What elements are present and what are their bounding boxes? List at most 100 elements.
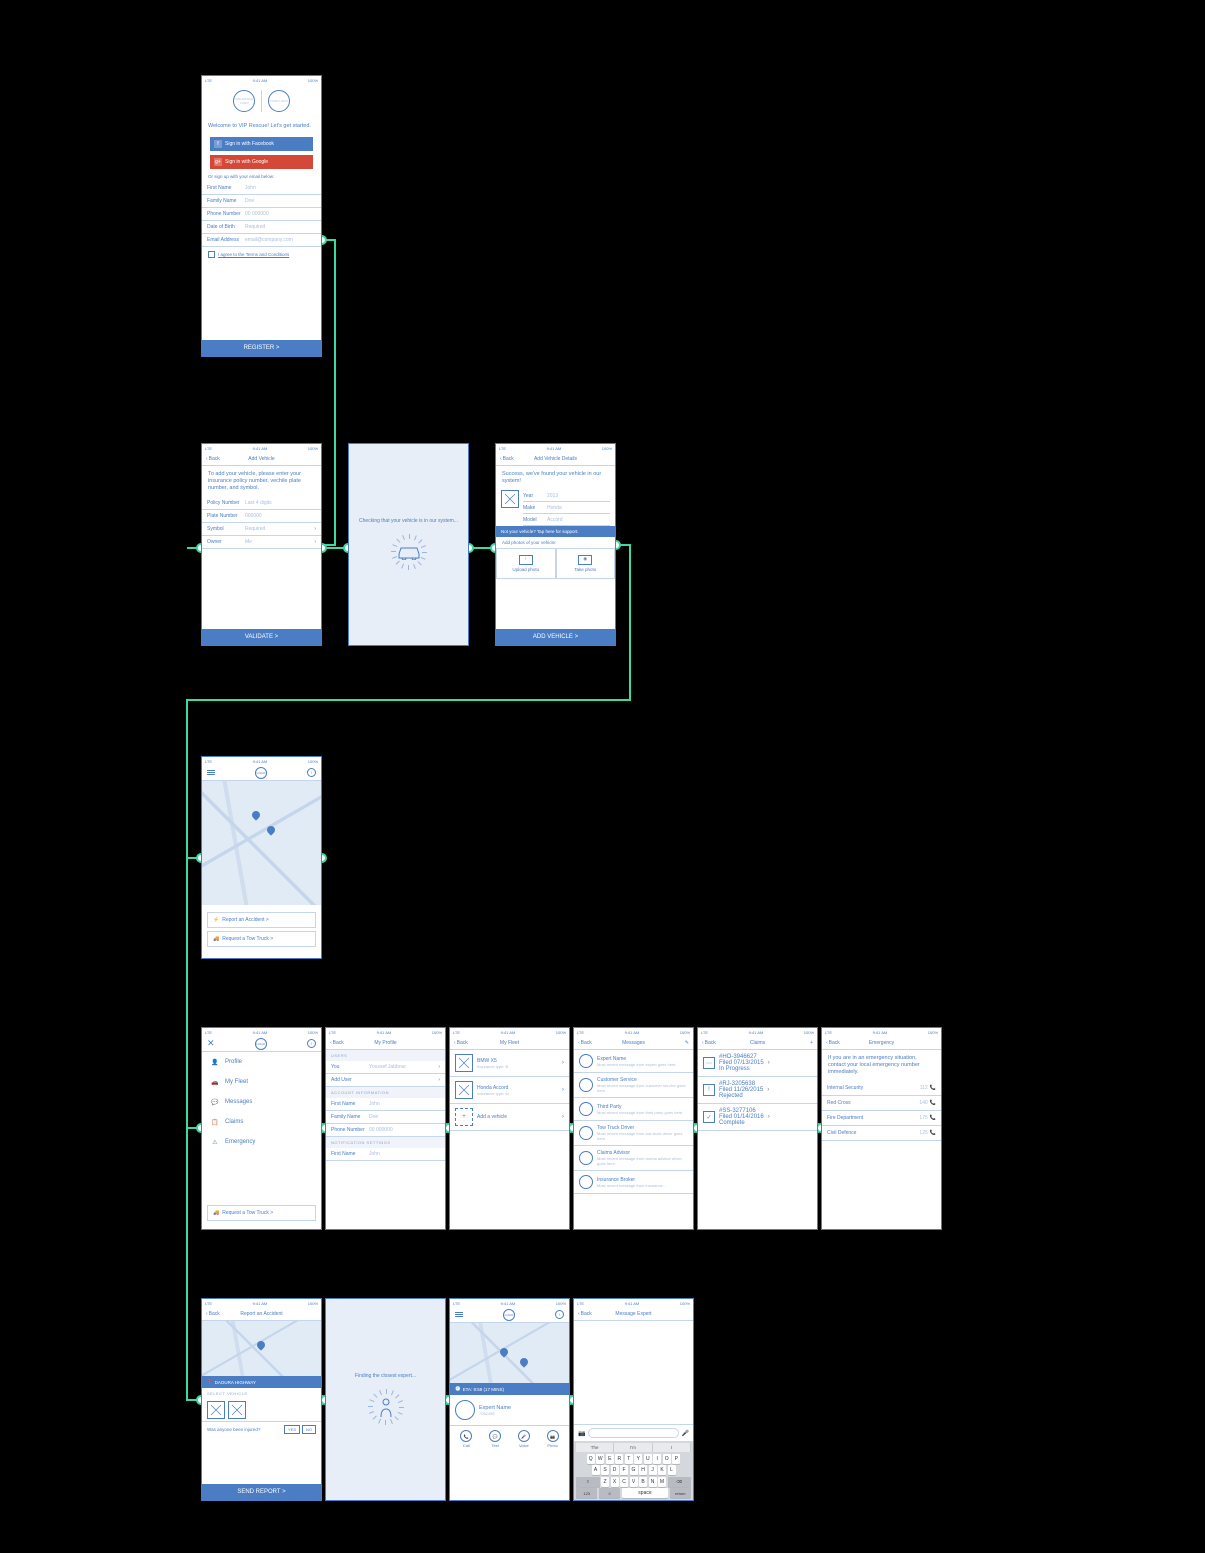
notif-badge[interactable]: !	[555, 1310, 564, 1319]
request-tow-button[interactable]: 🚚Request a Tow Truck >	[207, 1205, 316, 1221]
key-I[interactable]: I	[653, 1454, 661, 1464]
key-123[interactable]: 123	[576, 1488, 597, 1498]
back-button[interactable]: ‹ Back	[500, 456, 514, 462]
not-yours-banner[interactable]: Not your vehicle? Tap here for support.	[496, 526, 615, 537]
key-shift[interactable]: ⇧	[576, 1477, 600, 1487]
yes-button[interactable]: YES	[284, 1425, 300, 1434]
vehicle-option[interactable]	[228, 1401, 246, 1419]
menu-claims[interactable]: 📋Claims	[202, 1112, 321, 1132]
field-phone-number[interactable]: Phone Number00 000000	[202, 208, 321, 221]
thread-row[interactable]: Tow Truck DriverMost recent message from…	[574, 1121, 693, 1146]
upload-photo-button[interactable]: ↑Upload photo	[496, 548, 556, 579]
key-M[interactable]: M	[658, 1477, 666, 1487]
key-W[interactable]: W	[596, 1454, 604, 1464]
back-button[interactable]: ‹ Back	[330, 1040, 344, 1046]
suggestion[interactable]: I	[653, 1443, 691, 1452]
key-return[interactable]: return	[670, 1488, 691, 1498]
key-emoji[interactable]: ☺	[599, 1488, 620, 1498]
key-R[interactable]: R	[615, 1454, 623, 1464]
no-button[interactable]: NO	[302, 1425, 316, 1434]
key-A[interactable]: A	[592, 1465, 600, 1475]
report-accident-button[interactable]: ⚡Report an Accident >	[207, 912, 316, 928]
back-button[interactable]: ‹ Back	[702, 1040, 716, 1046]
emergency-row[interactable]: Civil Defence125 📞	[822, 1126, 941, 1141]
field-symbol[interactable]: SymbolRequired›	[202, 523, 321, 536]
key-N[interactable]: N	[649, 1477, 657, 1487]
key-B[interactable]: B	[639, 1477, 647, 1487]
thread-row[interactable]: Claims AdvisorMost recent message from c…	[574, 1146, 693, 1171]
field-email-address[interactable]: Email Addressemail@company.com	[202, 234, 321, 247]
action-text[interactable]: 💬Text	[489, 1430, 501, 1448]
add-icon[interactable]: +	[810, 1040, 813, 1046]
thread-row[interactable]: Expert NameMost recent message from expe…	[574, 1050, 693, 1073]
menu-messages[interactable]: 💬Messages	[202, 1092, 321, 1112]
register-button[interactable]: REGISTER >	[202, 340, 321, 356]
back-button[interactable]: ‹ Back	[206, 456, 220, 462]
text-input[interactable]	[588, 1428, 678, 1438]
claim-row[interactable]: !#RJ-3205638Filed 11/26/2015Rejected›	[698, 1077, 817, 1104]
add-user[interactable]: Add User›	[326, 1074, 445, 1087]
request-tow-button[interactable]: 🚚Request a Tow Truck >	[207, 931, 316, 947]
notif-badge[interactable]: !	[307, 768, 316, 777]
map[interactable]	[450, 1323, 569, 1383]
action-call[interactable]: 📞Call	[460, 1430, 472, 1448]
field-date-of-birth[interactable]: Date of BirthRequired	[202, 221, 321, 234]
facebook-button[interactable]: fSign in with Facebook	[210, 137, 313, 151]
field-family-name[interactable]: Family NameDoe	[326, 1111, 445, 1124]
key-Y[interactable]: Y	[634, 1454, 642, 1464]
key-E[interactable]: E	[606, 1454, 614, 1464]
add-vehicle-button[interactable]: ADD VEHICLE >	[496, 629, 615, 645]
thread-row[interactable]: Insurance BrokerMost recent message from…	[574, 1171, 693, 1194]
key-J[interactable]: J	[649, 1465, 657, 1475]
map[interactable]	[202, 1321, 321, 1376]
compose-icon[interactable]: ✎	[685, 1040, 689, 1046]
vehicle-row[interactable]: BMW X5Insurance type: B›	[450, 1050, 569, 1077]
mic-icon[interactable]: 🎤	[682, 1430, 689, 1437]
claim-row[interactable]: ⋯#HO-3946627Filed 07/13/2015In Progress›	[698, 1050, 817, 1077]
back-button[interactable]: ‹ Back	[454, 1040, 468, 1046]
menu-icon[interactable]	[207, 770, 215, 775]
user-you[interactable]: YouYoussef Jabbour›	[326, 1061, 445, 1074]
vehicle-option[interactable]	[207, 1401, 225, 1419]
camera-icon[interactable]: 📷	[578, 1430, 585, 1437]
field-plate-number[interactable]: Plate Number000000	[202, 510, 321, 523]
key-C[interactable]: C	[620, 1477, 628, 1487]
notif-badge[interactable]: !	[307, 1039, 316, 1048]
terms-checkbox[interactable]: I agree to the Terms and Conditions	[202, 247, 321, 262]
back-button[interactable]: ‹ Back	[826, 1040, 840, 1046]
key-Z[interactable]: Z	[601, 1477, 609, 1487]
key-V[interactable]: V	[630, 1477, 638, 1487]
key-H[interactable]: H	[639, 1465, 647, 1475]
google-button[interactable]: g+Sign in with Google	[210, 155, 313, 169]
key-X[interactable]: X	[611, 1477, 619, 1487]
key-K[interactable]: K	[658, 1465, 666, 1475]
back-button[interactable]: ‹ Back	[578, 1040, 592, 1046]
key-F[interactable]: F	[620, 1465, 628, 1475]
send-report-button[interactable]: SEND REPORT >	[202, 1484, 321, 1500]
validate-button[interactable]: VALIDATE >	[202, 629, 321, 645]
field-phone-number[interactable]: Phone Number00 000000	[326, 1124, 445, 1137]
field-first-name[interactable]: First NameJohn	[326, 1098, 445, 1111]
key-S[interactable]: S	[601, 1465, 609, 1475]
back-button[interactable]: ‹ Back	[578, 1311, 592, 1317]
menu-icon[interactable]	[455, 1312, 463, 1317]
action-voice[interactable]: 🎤Voice	[518, 1430, 530, 1448]
emergency-row[interactable]: Red Cross140 📞	[822, 1096, 941, 1111]
key-P[interactable]: P	[672, 1454, 680, 1464]
back-button[interactable]: ‹ Back	[206, 1311, 220, 1317]
emergency-row[interactable]: Internal Security112 📞	[822, 1081, 941, 1096]
suggestion[interactable]: I'm	[614, 1443, 652, 1452]
add-vehicle-row[interactable]: + Add a vehicle ›	[450, 1104, 569, 1131]
key-T[interactable]: T	[625, 1454, 633, 1464]
field-policy-number[interactable]: Policy NumberLast 4 digits	[202, 497, 321, 510]
emergency-row[interactable]: Fire Department175 📞	[822, 1111, 941, 1126]
action-photo[interactable]: 📷Photo	[547, 1430, 559, 1448]
close-icon[interactable]: ✕	[207, 1038, 215, 1049]
thread-row[interactable]: Third PartyMost recent message from thir…	[574, 1098, 693, 1121]
field-first-name[interactable]: First NameJohn	[202, 182, 321, 195]
key-L[interactable]: L	[668, 1465, 676, 1475]
thread-row[interactable]: Customer ServiceMost recent message from…	[574, 1073, 693, 1098]
field-owner[interactable]: OwnerMe›	[202, 536, 321, 549]
key-backspace[interactable]: ⌫	[668, 1477, 692, 1487]
key-Q[interactable]: Q	[587, 1454, 595, 1464]
